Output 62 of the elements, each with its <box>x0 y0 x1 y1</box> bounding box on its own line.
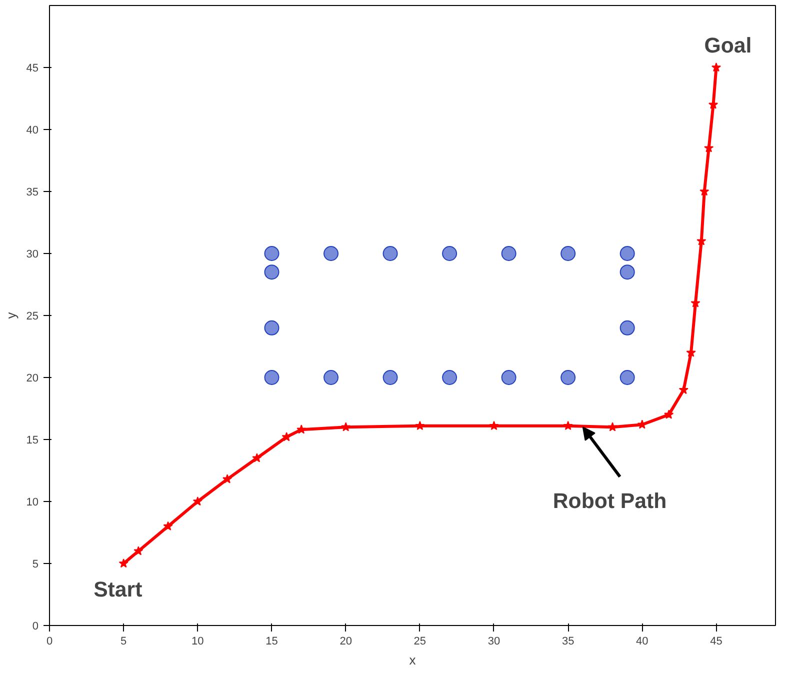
x-tick-label: 25 <box>414 636 426 648</box>
y-tick-label: 25 <box>26 310 39 322</box>
x-tick-label: 40 <box>636 636 648 648</box>
point <box>264 320 280 336</box>
point <box>442 370 458 385</box>
point <box>700 186 710 196</box>
point <box>222 474 232 484</box>
point <box>563 420 573 430</box>
y-tick-label: 15 <box>26 434 39 446</box>
point <box>608 422 618 432</box>
point <box>282 432 292 442</box>
point <box>296 424 306 434</box>
annotation: Goal <box>704 34 752 58</box>
point <box>620 370 635 385</box>
annotation: Start <box>94 578 142 602</box>
x-tick-label: 10 <box>192 636 204 648</box>
point <box>252 453 262 462</box>
x-tick-label: 35 <box>562 636 574 648</box>
point <box>324 370 339 385</box>
y-tick-label: 20 <box>26 372 39 384</box>
point <box>382 370 398 385</box>
point <box>704 143 714 152</box>
point <box>264 264 280 280</box>
point <box>620 320 635 336</box>
point <box>192 496 202 506</box>
x-tick-label: 5 <box>120 636 127 648</box>
y-tick-label: 30 <box>26 248 39 260</box>
point <box>664 410 674 419</box>
point <box>264 246 280 261</box>
x-tick-label: 30 <box>488 636 500 648</box>
point <box>341 422 351 432</box>
point <box>382 246 398 261</box>
point <box>501 370 516 385</box>
x-axis-title: x <box>409 652 416 668</box>
point <box>415 420 425 430</box>
annotation: Robot Path <box>552 489 667 514</box>
point <box>560 370 576 385</box>
point <box>324 246 339 261</box>
point <box>118 558 128 568</box>
point <box>620 246 635 261</box>
point <box>264 370 280 385</box>
y-tick-label: 5 <box>32 558 39 570</box>
point <box>560 246 576 261</box>
x-tick-label: 0 <box>46 636 53 648</box>
y-tick-label: 45 <box>26 62 39 74</box>
y-axis-title: y <box>3 312 18 319</box>
point <box>678 384 688 394</box>
y-tick-label: 0 <box>32 620 39 632</box>
point <box>620 264 635 280</box>
x-tick-label: 45 <box>710 636 722 648</box>
x-tick-label: 20 <box>340 636 352 648</box>
point <box>134 546 144 556</box>
point <box>637 420 647 429</box>
y-tick-label: 35 <box>26 186 39 198</box>
y-tick-label: 10 <box>26 496 39 508</box>
point <box>711 62 722 72</box>
point <box>163 521 173 530</box>
point <box>442 246 458 261</box>
point <box>501 246 516 261</box>
y-tick-label: 40 <box>26 124 39 136</box>
x-tick-label: 15 <box>266 636 278 648</box>
point <box>489 420 499 430</box>
